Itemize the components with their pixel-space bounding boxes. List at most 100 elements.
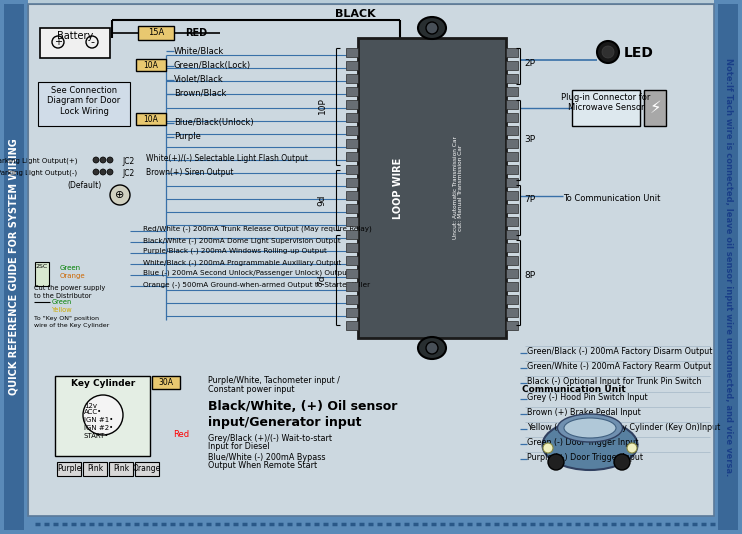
Text: Grey/Black (+)/(-) Wait-to-start: Grey/Black (+)/(-) Wait-to-start	[208, 434, 332, 443]
Text: BLACK: BLACK	[335, 9, 375, 19]
Text: to the Distributor: to the Distributor	[34, 293, 91, 299]
Text: LOOP WIRE: LOOP WIRE	[393, 158, 403, 218]
Bar	[346, 295, 358, 304]
Ellipse shape	[564, 418, 616, 438]
Text: Uncut: Automatic Transmission Car
cut: Manual Transmission Car: Uncut: Automatic Transmission Car cut: M…	[453, 137, 464, 239]
Bar	[506, 87, 518, 96]
Bar	[4, 4, 24, 530]
Text: Black/White (-) 200mA Dome Light Supervision Output: Black/White (-) 200mA Dome Light Supervi…	[143, 237, 341, 244]
Bar	[346, 126, 358, 135]
Bar	[506, 204, 518, 213]
Ellipse shape	[418, 337, 446, 359]
Text: 30A: 30A	[159, 378, 174, 387]
Text: White/Black: White/Black	[174, 46, 224, 55]
Bar	[346, 243, 358, 252]
Circle shape	[602, 46, 614, 58]
Circle shape	[100, 169, 106, 175]
Bar	[644, 90, 666, 126]
Bar	[506, 191, 518, 200]
Text: LED: LED	[624, 46, 654, 60]
Bar	[135, 462, 159, 476]
Text: RED: RED	[185, 28, 207, 38]
Bar	[38, 82, 130, 126]
Text: ACC•: ACC•	[84, 409, 102, 415]
Text: input/Generator input: input/Generator input	[208, 416, 361, 429]
Text: Plug-in Connector for
Microwave Sensor: Plug-in Connector for Microwave Sensor	[561, 93, 651, 112]
Bar	[346, 308, 358, 317]
Bar	[506, 152, 518, 161]
Bar	[506, 126, 518, 135]
Circle shape	[107, 169, 113, 175]
Text: -: -	[90, 37, 94, 47]
Text: Red/White (-) 200mA Trunk Release Output (May require Relay): Red/White (-) 200mA Trunk Release Output…	[143, 226, 372, 232]
Text: Purple: Purple	[57, 464, 81, 473]
Bar	[0, 0, 28, 534]
Text: Purple/White, Tachometer input /: Purple/White, Tachometer input /	[208, 376, 340, 385]
Text: Blue/White (-) 200mA Bypass: Blue/White (-) 200mA Bypass	[208, 453, 326, 462]
Text: START•: START•	[84, 433, 109, 439]
Text: Black (-) Optional Input for Trunk Pin Switch: Black (-) Optional Input for Trunk Pin S…	[527, 377, 701, 386]
Circle shape	[107, 157, 113, 163]
Bar	[346, 321, 358, 330]
Text: Output When Remote Start: Output When Remote Start	[208, 461, 317, 470]
Circle shape	[614, 454, 630, 470]
Bar	[83, 462, 107, 476]
Text: Orange (-) 500mA Ground-when-armed Output to Starter Killer: Orange (-) 500mA Ground-when-armed Outpu…	[143, 281, 370, 287]
Bar	[136, 59, 166, 71]
Bar	[346, 48, 358, 57]
Text: Orange: Orange	[60, 273, 85, 279]
Bar	[152, 376, 180, 389]
Text: Green/Black (-) 200mA Factory Disarm Output: Green/Black (-) 200mA Factory Disarm Out…	[527, 347, 712, 356]
Circle shape	[548, 454, 564, 470]
Text: 2P: 2P	[524, 59, 535, 68]
Circle shape	[597, 41, 619, 63]
Text: 10A: 10A	[143, 61, 159, 70]
Text: Pink: Pink	[113, 464, 129, 473]
Bar	[506, 308, 518, 317]
Bar	[136, 113, 166, 125]
Text: 7P: 7P	[524, 195, 535, 205]
Text: To Communication Unit: To Communication Unit	[563, 194, 660, 203]
Bar	[346, 191, 358, 200]
Bar	[506, 113, 518, 122]
Bar	[138, 26, 174, 40]
Bar	[506, 321, 518, 330]
Bar	[506, 74, 518, 83]
Bar	[714, 0, 742, 534]
Bar	[346, 230, 358, 239]
Text: Key Cylinder: Key Cylinder	[71, 379, 135, 388]
Bar	[572, 90, 640, 126]
Text: wire of the Key Cylinder: wire of the Key Cylinder	[34, 323, 109, 328]
Text: Green: Green	[60, 265, 81, 271]
Bar	[346, 256, 358, 265]
Text: JC2: JC2	[122, 169, 134, 178]
Bar	[57, 462, 81, 476]
Bar	[346, 217, 358, 226]
Text: JC2: JC2	[122, 157, 134, 166]
Bar	[346, 178, 358, 187]
Text: 12v: 12v	[84, 403, 97, 409]
Bar	[506, 256, 518, 265]
Ellipse shape	[542, 420, 637, 470]
Text: Purple/Black (-) 200mA Windows Rolling-up Output: Purple/Black (-) 200mA Windows Rolling-u…	[143, 248, 327, 255]
Bar	[506, 178, 518, 187]
Bar	[346, 165, 358, 174]
Text: Input for Diesel: Input for Diesel	[208, 442, 269, 451]
Bar	[358, 38, 506, 338]
Text: Parking Light Output(+): Parking Light Output(+)	[0, 157, 77, 163]
Text: Purple: Purple	[174, 132, 201, 141]
Bar	[346, 87, 358, 96]
Text: Orange: Orange	[133, 464, 161, 473]
Circle shape	[110, 185, 130, 205]
Bar	[506, 282, 518, 291]
Text: Blue/Black(Unlock): Blue/Black(Unlock)	[174, 118, 254, 127]
Bar	[506, 230, 518, 239]
Text: Green/White (-) 200mA Factory Rearm Output: Green/White (-) 200mA Factory Rearm Outp…	[527, 362, 712, 371]
Circle shape	[543, 443, 553, 453]
Bar	[346, 204, 358, 213]
Bar	[109, 462, 133, 476]
Circle shape	[93, 169, 99, 175]
Bar	[718, 4, 738, 530]
Text: 7d: 7d	[318, 274, 326, 286]
Text: QUICK REFERENCE GUIDE FOR SYSTEM WIRING: QUICK REFERENCE GUIDE FOR SYSTEM WIRING	[9, 139, 19, 395]
